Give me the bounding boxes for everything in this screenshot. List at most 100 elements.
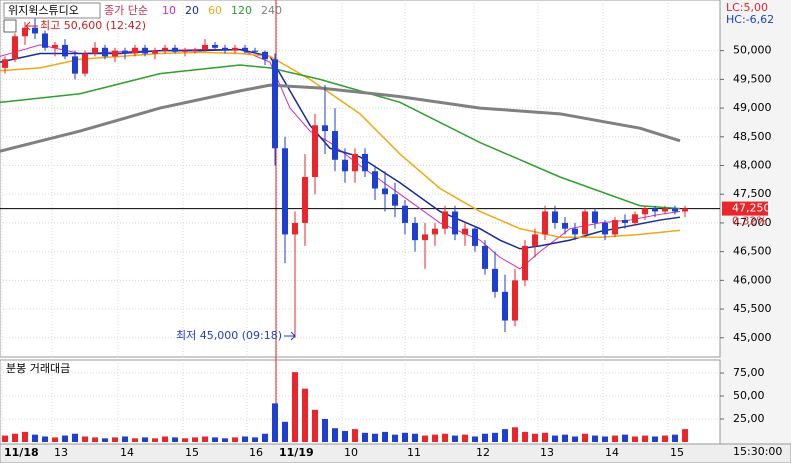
y-tick-label: 49,500 — [733, 72, 772, 85]
legend-entry: 20 — [185, 4, 199, 17]
candle-body — [282, 148, 288, 235]
volume-bar — [652, 436, 658, 442]
candle-body — [82, 53, 88, 74]
y-tick-label: 46,000 — [733, 273, 772, 286]
candle-body — [682, 208, 688, 212]
candle-body — [272, 59, 278, 149]
volume-bar — [472, 436, 478, 442]
volume-bar — [382, 431, 388, 442]
annotation-low: 최저 45,000 (09:18) — [176, 329, 282, 342]
volume-tick-label: 75,00 — [733, 366, 765, 379]
volume-bar — [152, 438, 158, 442]
volume-bar — [552, 435, 558, 442]
x-tick-label: 12 — [476, 446, 490, 459]
arrow-low — [284, 331, 296, 341]
candle-body — [322, 125, 328, 132]
legend-entry: 10 — [162, 4, 176, 17]
x-tick-label: 14 — [605, 446, 619, 459]
candle-body — [632, 214, 638, 223]
candle-body — [592, 211, 598, 223]
volume-bar — [282, 421, 288, 442]
volume-bar — [172, 437, 178, 442]
volume-bar — [232, 437, 238, 442]
volume-bar — [312, 409, 318, 442]
volume-bar — [412, 433, 418, 442]
volume-bar — [32, 434, 38, 442]
change-pct: 0.32% — [732, 215, 767, 228]
y-tick-label: 50,000 — [733, 44, 772, 57]
volume-bar — [292, 372, 298, 442]
y-tick-label: 45,000 — [733, 331, 772, 344]
last-price-label: 47,250 — [732, 202, 771, 215]
volume-title: 분봉 거래대금 — [6, 362, 70, 375]
candle-body — [202, 44, 208, 50]
volume-bar — [662, 435, 668, 442]
candle-body — [362, 154, 368, 172]
candle-body — [542, 211, 548, 235]
candle-body — [532, 234, 538, 246]
volume-bar — [42, 436, 48, 442]
hc-label: HC:-6,62 — [726, 13, 774, 26]
candle-body — [302, 176, 308, 223]
candle-body — [572, 228, 578, 235]
volume-bar — [242, 436, 248, 442]
annotation-high: 최고 50,600 (12:42) — [40, 19, 146, 32]
volume-bar — [132, 438, 138, 442]
volume-bar — [192, 437, 198, 442]
volume-bar — [442, 433, 448, 442]
stock-box[interactable] — [3, 2, 101, 19]
candle-body — [72, 56, 78, 74]
candle-body — [602, 222, 608, 235]
volume-bar — [422, 435, 428, 442]
volume-bar — [482, 433, 488, 442]
volume-bar — [672, 434, 678, 442]
volume-bar — [362, 432, 368, 442]
volume-bar — [342, 430, 348, 442]
volume-bar — [402, 432, 408, 442]
volume-bar — [562, 434, 568, 442]
y-tick-label: 47,500 — [733, 187, 772, 200]
candle-body — [462, 228, 468, 235]
x-tick-label: 15 — [670, 446, 684, 459]
candle-body — [222, 47, 228, 51]
candle-body — [432, 228, 438, 235]
y-tick-label: 48,500 — [733, 130, 772, 143]
y-tick-label: 47,000 — [733, 216, 772, 229]
candle-body — [182, 50, 188, 52]
volume-bars — [2, 372, 688, 442]
candle-body — [672, 208, 678, 212]
candle-body — [612, 220, 618, 235]
x-tick-label: 16 — [249, 446, 263, 459]
candle-body — [152, 50, 158, 54]
volume-tick-label: 50,00 — [733, 389, 765, 402]
candle-body — [402, 205, 408, 223]
ma-line — [0, 64, 681, 210]
legend-entry: 240 — [261, 4, 282, 17]
candle-body — [502, 291, 508, 321]
stock-name: 위지윅스튜디오 — [8, 4, 79, 17]
x-tick-label: 11/19 — [279, 446, 314, 459]
candle-body — [232, 47, 238, 51]
candle-body — [522, 245, 528, 281]
x-axis-panel — [0, 443, 791, 463]
volume-bar — [462, 434, 468, 442]
candle-body — [112, 50, 118, 57]
candle-body — [242, 47, 248, 51]
candle-body — [562, 222, 568, 229]
candle-body — [52, 44, 58, 48]
volume-bar — [22, 431, 28, 442]
volume-bar — [212, 437, 218, 442]
volume-bar — [302, 388, 308, 442]
volume-bar — [12, 433, 18, 442]
volume-bar — [582, 433, 588, 442]
volume-bar — [432, 434, 438, 442]
volume-bar — [572, 436, 578, 442]
x-tick-label: 13 — [54, 446, 68, 459]
candle-body — [32, 27, 38, 34]
table-icon[interactable] — [3, 19, 17, 33]
volume-bar — [492, 432, 498, 442]
candle-body — [392, 194, 398, 206]
